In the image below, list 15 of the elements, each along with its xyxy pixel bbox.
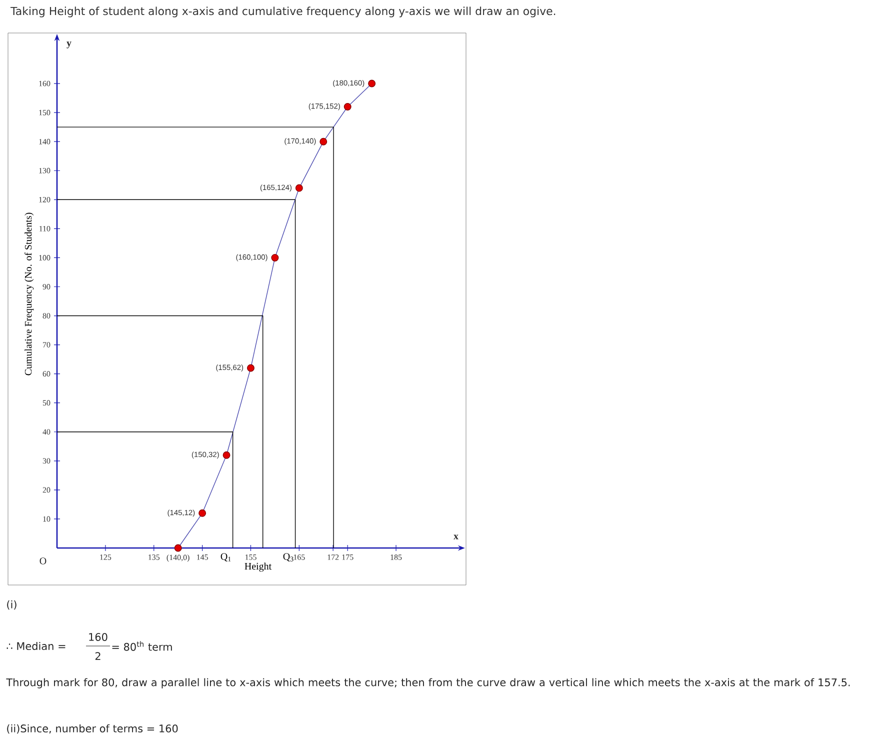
annotation: y bbox=[66, 42, 72, 48]
text: ∴ Median = bbox=[6, 642, 66, 650]
text: = 80$^{th}$ term bbox=[112, 641, 172, 651]
annotation: x bbox=[454, 534, 458, 540]
annotation: Q$_{3}$ bbox=[283, 553, 294, 562]
text: 2 bbox=[95, 652, 100, 660]
text: (ii)Since, number of terms = 160 bbox=[7, 724, 178, 734]
text: O bbox=[40, 558, 46, 564]
x-axis-title: Height bbox=[244, 562, 272, 572]
text: 160 bbox=[89, 633, 108, 641]
text: Through mark for 80, draw a parallel line to x-axis which meets the curve; then from the curve draw a vertical line which meets the x-axis at the mark of 157.5. bbox=[6, 678, 850, 688]
chart-title: Taking Height of student along x-axis and cumulative frequency along y-axis we will draw an ogive. bbox=[10, 6, 556, 18]
y-axis-title: Cumulative Frequency (No. of Students) bbox=[24, 212, 34, 376]
annotation: Q$_{1}$ bbox=[220, 553, 231, 562]
text: (i) bbox=[7, 600, 16, 610]
